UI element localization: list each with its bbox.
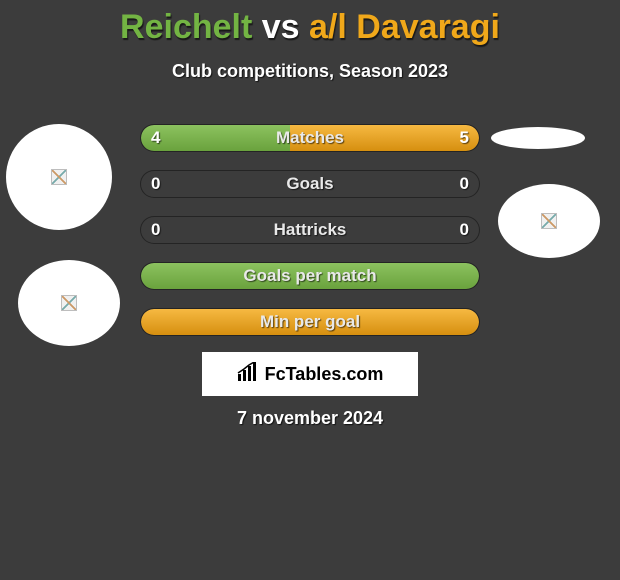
stat-row: 00Goals: [140, 170, 480, 198]
broken-image-icon: [51, 169, 67, 185]
brand-box: FcTables.com: [202, 352, 418, 396]
vs-text: vs: [262, 8, 300, 46]
player2-name: a/l Davaragi: [309, 8, 500, 46]
stat-row: 00Hattricks: [140, 216, 480, 244]
player1-avatar-circle: [6, 124, 112, 230]
stat-label: Matches: [141, 125, 479, 151]
player2-avatar-ellipse: [491, 127, 585, 149]
comparison-title: Reichelt vs a/l Davaragi: [0, 0, 620, 47]
stat-label: Goals per match: [141, 263, 479, 289]
stat-row: Goals per match: [140, 262, 480, 290]
broken-image-icon: [541, 213, 557, 229]
player2-club-circle: [498, 184, 600, 258]
player1-name: Reichelt: [120, 8, 252, 46]
broken-image-icon: [61, 295, 77, 311]
player1-club-circle: [18, 260, 120, 346]
stat-label: Hattricks: [141, 217, 479, 243]
stat-row: Min per goal: [140, 308, 480, 336]
subtitle: Club competitions, Season 2023: [0, 61, 620, 82]
stat-label: Goals: [141, 171, 479, 197]
stat-row: 45Matches: [140, 124, 480, 152]
date-line: 7 november 2024: [0, 408, 620, 429]
brand-text: FcTables.com: [265, 364, 384, 385]
stat-label: Min per goal: [141, 309, 479, 335]
brand-chart-icon: [237, 362, 259, 387]
stats-table: 45Matches 00Goals 00Hattricks Goals per mat…: [140, 124, 480, 354]
